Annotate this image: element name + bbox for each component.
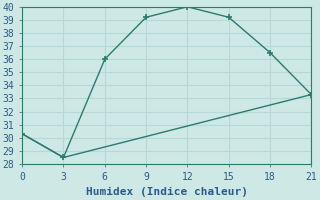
X-axis label: Humidex (Indice chaleur): Humidex (Indice chaleur) [86,187,248,197]
